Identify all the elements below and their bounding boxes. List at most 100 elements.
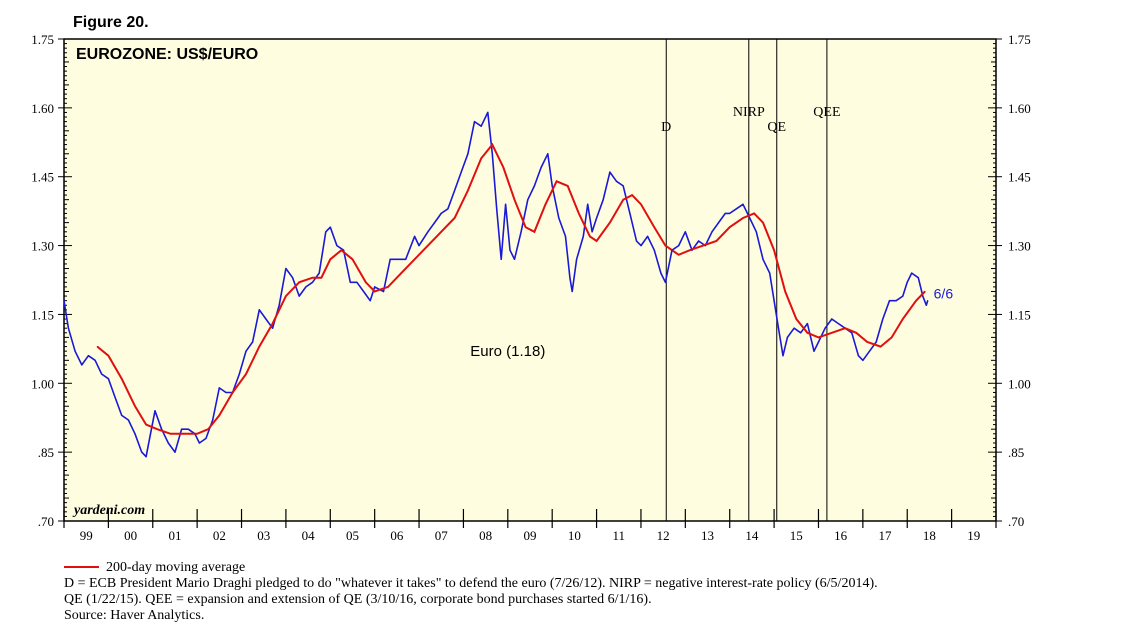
footnote-2: QE (1/22/15). QEE = expansion and extens…	[64, 592, 652, 607]
data-point-euro	[742, 203, 744, 205]
data-point-euro	[660, 272, 662, 274]
data-point-moving-average	[365, 281, 367, 283]
data-point-euro	[793, 327, 795, 329]
footnote-1: D = ECB President Mario Draghi pledged t…	[64, 576, 878, 591]
data-point-euro	[194, 433, 196, 435]
x-tick-label: 16	[834, 528, 848, 543]
data-point-moving-average	[387, 286, 389, 288]
data-point-euro	[362, 290, 365, 293]
data-point-euro	[369, 300, 371, 302]
data-point-moving-average	[702, 244, 704, 247]
data-point-euro	[205, 437, 207, 439]
data-point-euro	[513, 258, 516, 260]
data-point-euro	[800, 332, 802, 334]
data-point-euro	[911, 272, 913, 274]
data-point-euro	[389, 258, 391, 260]
data-point-moving-average	[329, 258, 331, 260]
source-note: Source: Haver Analytics.	[64, 608, 205, 623]
y-tick-label-right: 1.75	[1008, 32, 1031, 47]
data-point-euro	[154, 410, 156, 412]
data-point-euro	[851, 332, 853, 334]
event-label: D	[661, 120, 671, 135]
data-point-euro	[735, 208, 737, 210]
data-point-euro	[862, 359, 864, 361]
data-point-euro	[298, 295, 300, 297]
data-point-moving-average	[715, 240, 718, 242]
data-point-euro	[671, 249, 673, 251]
data-point-euro	[647, 235, 649, 237]
data-point-euro	[187, 428, 189, 430]
data-point-euro	[824, 327, 826, 329]
data-point-moving-average	[578, 212, 580, 215]
data-point-euro	[540, 166, 542, 169]
data-point-moving-average	[589, 235, 591, 237]
data-point-euro	[602, 199, 604, 201]
y-axis-right: .70 .85 1.00 1.15 1.30 1.45 1.60 1.75	[988, 32, 1031, 529]
data-point-euro	[121, 414, 123, 417]
data-point-euro	[218, 387, 220, 389]
x-tick-label: 08	[479, 528, 492, 543]
data-point-euro	[473, 121, 476, 123]
data-point-euro	[291, 277, 294, 279]
data-point-moving-average	[533, 231, 536, 233]
data-point-euro	[749, 217, 751, 219]
x-tick-label: 07	[435, 528, 449, 543]
data-point-moving-average	[145, 424, 147, 426]
data-point-euro	[318, 272, 320, 274]
data-point-euro	[729, 212, 731, 215]
data-point-euro	[704, 244, 706, 247]
data-point-moving-average	[427, 244, 429, 247]
data-point-euro	[174, 451, 176, 453]
data-point-euro	[325, 231, 327, 233]
data-point-moving-average	[753, 212, 755, 215]
data-point-moving-average	[258, 345, 260, 348]
data-point-euro	[769, 272, 771, 274]
data-point-euro	[491, 153, 493, 155]
data-point-euro	[63, 300, 65, 302]
y-tick-label-left: 1.00	[31, 376, 54, 391]
data-point-euro	[564, 235, 567, 237]
data-point-euro	[329, 226, 331, 228]
data-point-moving-average	[915, 300, 917, 302]
data-point-euro	[418, 244, 420, 247]
data-point-moving-average	[285, 295, 287, 297]
data-point-moving-average	[271, 323, 274, 325]
data-point-euro	[480, 125, 482, 127]
data-point-euro	[640, 244, 642, 247]
data-point-euro	[145, 456, 147, 458]
data-point-euro	[167, 442, 169, 444]
data-point-moving-average	[340, 249, 342, 251]
event-label: QEE	[813, 105, 840, 120]
data-point-euro	[487, 111, 489, 114]
y-tick-label-left: 1.30	[31, 239, 54, 254]
data-point-euro	[817, 341, 820, 343]
data-point-euro	[569, 277, 571, 279]
data-point-euro	[161, 428, 163, 430]
data-point-moving-average	[773, 249, 775, 251]
data-point-euro	[285, 267, 287, 270]
event-label: NIRP	[733, 105, 765, 120]
data-point-euro	[831, 318, 833, 320]
x-tick-label: 10	[568, 528, 581, 543]
data-point-moving-average	[169, 433, 172, 435]
x-tick-label: 14	[745, 528, 759, 543]
legend-label-moving-average: 200-day moving average	[106, 560, 246, 575]
data-point-euro	[571, 290, 573, 293]
data-point-euro	[212, 419, 214, 421]
data-point-moving-average	[400, 272, 402, 274]
data-point-moving-average	[817, 336, 820, 338]
data-point-euro	[782, 355, 784, 357]
data-point-euro	[591, 231, 593, 233]
data-point-euro	[414, 235, 416, 237]
data-point-euro	[258, 309, 260, 311]
x-axis: 99 00 01 02 03 04 05 06 07 08 09 10 11 12 13 14 15 16 17 18…	[63, 509, 997, 543]
data-point-moving-average	[609, 222, 611, 224]
y-tick-label-right: 1.45	[1008, 170, 1031, 185]
y-tick-label-left: .85	[38, 445, 54, 460]
data-point-euro	[773, 300, 775, 302]
data-point-euro	[500, 258, 502, 260]
data-point-euro	[278, 304, 280, 306]
data-point-euro	[615, 180, 618, 182]
data-point-euro	[868, 350, 871, 352]
data-point-euro	[336, 244, 338, 247]
